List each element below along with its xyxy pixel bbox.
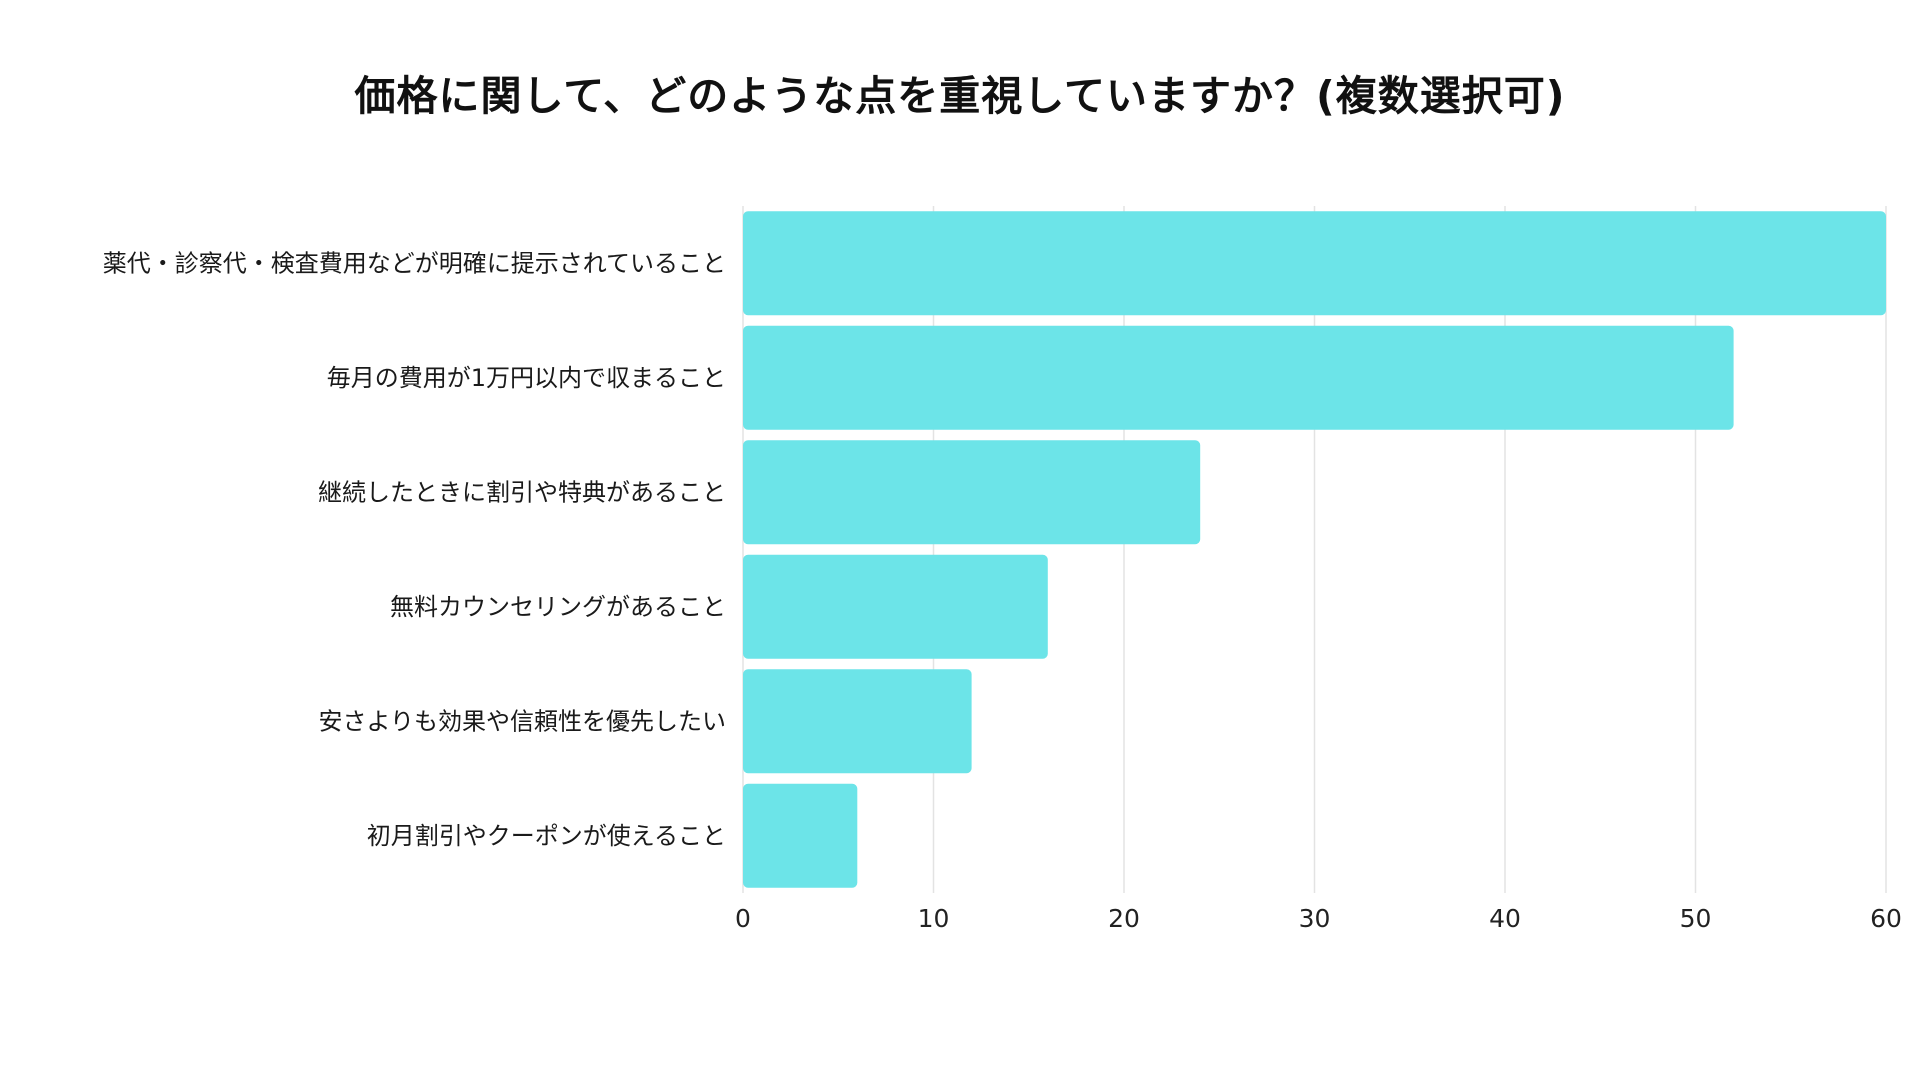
gridlines bbox=[742, 206, 1887, 893]
bar bbox=[743, 554, 1048, 659]
category-label: 初月割引やクーポンが使えること bbox=[367, 822, 726, 850]
bars bbox=[743, 211, 1886, 888]
bar bbox=[743, 783, 858, 888]
category-label: 無料カウンセリングがあること bbox=[390, 593, 726, 621]
category-label: 継続したときに割引や特典があること bbox=[318, 478, 726, 506]
x-tick-label: 20 bbox=[1108, 904, 1140, 933]
chart-title: 価格に関して、どのような点を重視していますか？(複数選択可) bbox=[354, 72, 1566, 120]
bar bbox=[743, 669, 972, 774]
bar bbox=[743, 211, 1886, 316]
category-label: 薬代・診察代・検査費用などが明確に提示されていること bbox=[103, 249, 726, 277]
bar bbox=[743, 325, 1734, 430]
x-tick-label: 40 bbox=[1489, 904, 1521, 933]
category-label: 安さよりも効果や信頼性を優先したい bbox=[318, 707, 726, 735]
x-tick-label: 10 bbox=[918, 904, 950, 933]
bar bbox=[743, 440, 1201, 545]
x-tick-label: 30 bbox=[1299, 904, 1331, 933]
x-tick-label: 0 bbox=[735, 904, 751, 933]
category-label: 毎月の費用が1万円以内で収まること bbox=[327, 364, 726, 392]
x-axis-tick-labels: 0 10 20 30 40 50 60 bbox=[735, 904, 1902, 933]
category-labels: 薬代・診察代・検査費用などが明確に提示されていること毎月の費用が1万円以内で収ま… bbox=[103, 249, 726, 850]
x-tick-label: 60 bbox=[1870, 904, 1902, 933]
x-tick-label: 50 bbox=[1680, 904, 1712, 933]
